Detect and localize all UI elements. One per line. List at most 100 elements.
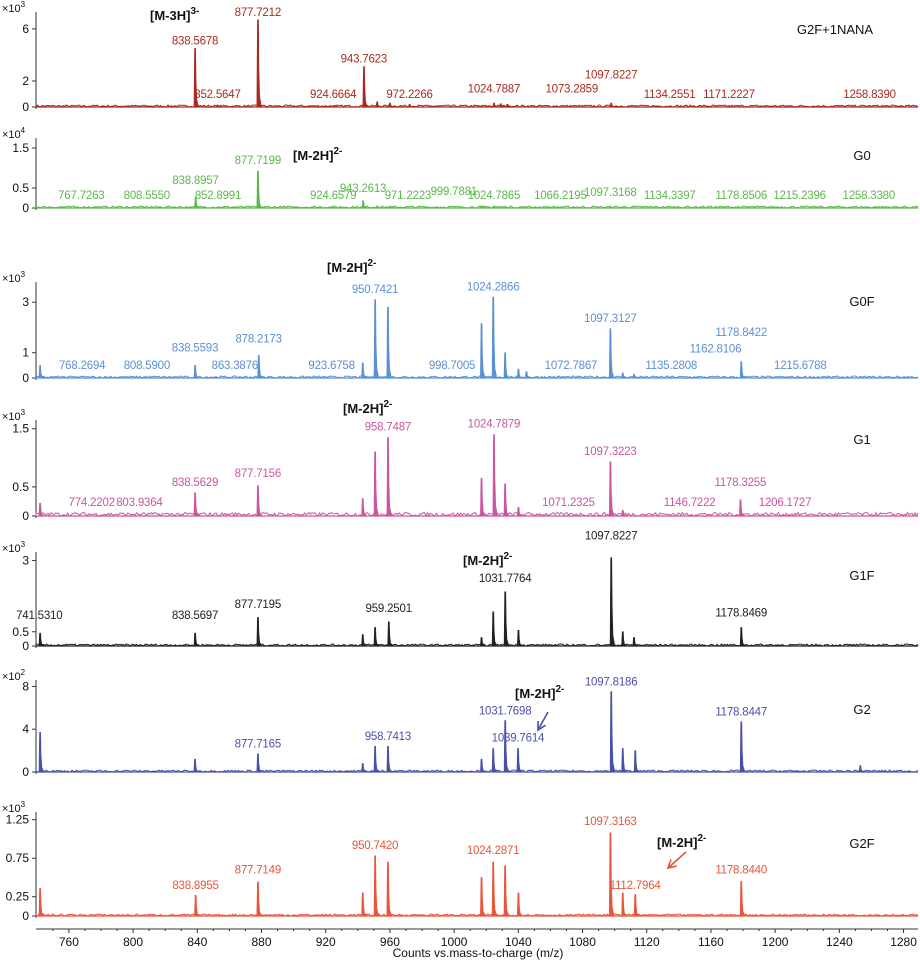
y-exponent-label: ×103 (2, 800, 26, 815)
peak (524, 371, 531, 379)
peak-label: 950.7421 (352, 284, 398, 296)
peak-label: 923.6758 (308, 360, 354, 372)
peak (492, 102, 499, 108)
peak-label: 1097.3168 (584, 187, 637, 199)
peak (386, 745, 393, 773)
peak (739, 721, 746, 773)
y-tick-label: 8 (22, 679, 29, 693)
peak-label: 1073.2859 (545, 84, 598, 96)
peak (491, 861, 498, 917)
peak (408, 104, 415, 108)
peak (257, 354, 264, 379)
baseline-noise (35, 104, 919, 108)
peak-label: 1097.8227 (585, 530, 638, 542)
y-tick-label: 1.25 (6, 813, 30, 827)
y-tick-label: 4 (22, 722, 29, 736)
spectrum-panel-g2f: 0 0.25 0.75 1.25×103 838.8955 877.7149 950.742… (2, 800, 919, 923)
peak (256, 485, 263, 517)
peak (38, 502, 45, 517)
peak-label: 1215.6788 (774, 360, 827, 372)
peak-label: 838.5697 (172, 610, 218, 622)
peak (215, 104, 223, 108)
exponent: 3 (21, 540, 26, 549)
x-axis-title: Counts vs.mass-to-charge (m/z) (393, 946, 564, 960)
sample-label: G1 (853, 432, 870, 447)
peak-label: 1134.2551 (644, 89, 696, 101)
peak (386, 306, 393, 379)
y-tick-label: 0.5 (12, 480, 29, 494)
x-tick-label: 1000 (441, 935, 468, 949)
exponent: 3 (21, 270, 26, 279)
peak (194, 196, 201, 209)
peak-label: 877.7156 (235, 468, 281, 480)
peak (480, 637, 486, 647)
peak (609, 691, 616, 773)
peak (216, 206, 223, 209)
y-exponent-label: ×104 (2, 126, 26, 141)
exponent: 3 (21, 0, 26, 9)
peak (516, 506, 523, 517)
peak (375, 101, 382, 108)
arrow-head-icon (537, 720, 547, 732)
peak-label: 958.7413 (365, 731, 411, 743)
peak (503, 865, 510, 917)
peak (361, 892, 368, 917)
peak (633, 750, 640, 773)
ion-charge: 2- (367, 258, 376, 269)
peak-label: 1112.7964 (610, 880, 662, 892)
peak (479, 206, 486, 209)
ion-label: [M-2H]2- (293, 146, 342, 163)
peak (491, 748, 498, 773)
exponent: 3 (21, 408, 26, 417)
peak-label: 1178.8469 (715, 607, 767, 619)
peak (739, 627, 746, 647)
ion-charge: 3- (190, 6, 199, 17)
peak (373, 299, 380, 379)
peak (739, 361, 746, 379)
peak (38, 632, 45, 647)
sample-label: G0F (849, 294, 874, 309)
peak (480, 323, 486, 379)
sample-label: G2F (849, 836, 874, 851)
peak-label: 838.8955 (172, 880, 218, 892)
peak (386, 437, 393, 517)
peak (503, 352, 510, 379)
y-tick-label: 1.5 (12, 422, 29, 436)
peak-label: 877.7149 (235, 864, 281, 876)
peak (503, 720, 510, 773)
peak (632, 637, 639, 647)
peak (361, 763, 368, 773)
x-tick-label: 1040 (505, 935, 532, 949)
peak (632, 373, 639, 379)
peak (609, 102, 616, 108)
peak (480, 477, 486, 517)
peak (38, 887, 45, 917)
peak-label: 1097.8227 (585, 69, 638, 81)
peak (621, 748, 628, 773)
ion-label: [M-2H]2- (515, 684, 564, 701)
arrow-head-icon (666, 859, 677, 870)
y-tick-label: 6 (22, 22, 29, 36)
y-tick-label: 1.5 (12, 141, 29, 155)
y-tick-label: 0.5 (12, 181, 29, 195)
peak-label: 1135.2808 (645, 360, 697, 372)
peak (516, 748, 523, 773)
peak (387, 621, 394, 647)
y-tick-label: 0.25 (6, 890, 30, 904)
peak (480, 758, 486, 773)
peak-label: 838.5629 (172, 477, 218, 489)
peak-label: 767.7263 (58, 190, 104, 202)
ion-charge: 2- (333, 146, 342, 157)
y-tick-label: 3 (22, 295, 29, 309)
peak (621, 892, 628, 917)
x-tick-label: 920 (316, 935, 336, 949)
peak-label: 1097.3223 (584, 446, 637, 458)
peak-label: 838.5678 (172, 35, 218, 47)
peak (621, 509, 628, 517)
peak (256, 753, 263, 773)
y-tick-label: 2 (22, 74, 29, 88)
peak (492, 434, 499, 517)
peak (331, 206, 338, 209)
